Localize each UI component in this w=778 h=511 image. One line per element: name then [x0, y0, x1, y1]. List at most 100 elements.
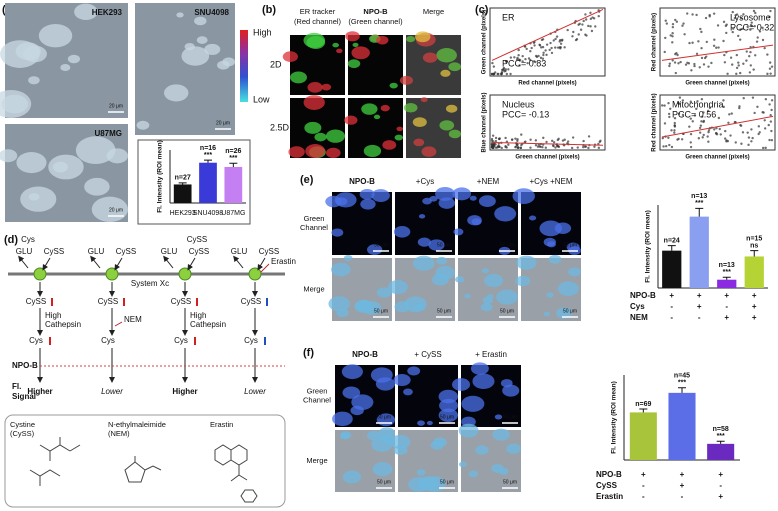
scatter-dot [587, 24, 590, 28]
cell [494, 206, 517, 222]
scatter-dot [739, 124, 743, 127]
label: Fl. [12, 382, 21, 391]
transporter [33, 267, 47, 281]
scatter-dot [753, 111, 756, 115]
cell [306, 36, 326, 49]
scatter-dot [770, 129, 773, 133]
scale-bar-label: 20 μm [109, 207, 123, 213]
scatter-dot [561, 38, 564, 42]
scatter-dot [589, 25, 592, 28]
treatment-mark: + [752, 313, 757, 322]
pcc-label: PCC= 0.32 [730, 22, 774, 32]
scatter-dot [752, 9, 756, 13]
column-header: NPO-B [363, 7, 388, 16]
scatter-dot [563, 138, 566, 141]
treatment-mark: + [724, 313, 729, 322]
x-tick-label: SNU4098 [193, 210, 223, 217]
x-axis-label: Green channel (pixels) [685, 155, 749, 161]
scatter-dot [582, 19, 585, 23]
structure [29, 437, 81, 486]
scatter-dot [678, 96, 682, 99]
scale-bar-label: 20 μm [109, 103, 123, 109]
cell [387, 280, 408, 295]
column-header: +Cys +NEM [529, 177, 572, 186]
colorbar [240, 30, 248, 102]
scatter-dot [698, 126, 702, 130]
treatment-mark: + [752, 302, 757, 311]
scatter-dot [722, 99, 725, 102]
cell [516, 255, 537, 270]
treatment-name: NPO-B [596, 470, 622, 479]
scatter-dot [572, 30, 575, 34]
treatment-mark: + [697, 291, 702, 300]
plot-frame [489, 94, 606, 151]
cell [325, 195, 342, 208]
scatter-dot [757, 132, 760, 136]
cell [415, 31, 431, 43]
panel-label: (b) [262, 4, 276, 16]
scatter-dot [749, 50, 752, 54]
scatter-dot [491, 134, 495, 137]
micrograph [135, 3, 235, 135]
cell [557, 281, 579, 297]
line [187, 257, 196, 271]
cell [435, 265, 455, 280]
scatter-dot [705, 40, 709, 44]
scatter-dot [490, 137, 494, 141]
structure [124, 456, 162, 483]
cell [217, 60, 230, 70]
panel-label: (f) [303, 347, 314, 359]
scatter-dot [695, 107, 698, 111]
cell [546, 292, 554, 298]
y-axis-label: Red channel (pixels) [652, 93, 658, 151]
scatter-dot [524, 140, 527, 143]
scatter-dot [719, 133, 722, 136]
cell [407, 366, 421, 376]
label: Cys [174, 336, 188, 345]
bar [744, 256, 764, 288]
signal-label: Higher [172, 387, 197, 396]
scatter-dot [739, 71, 742, 75]
cell [362, 301, 382, 315]
plot-name: ER [502, 12, 515, 22]
bar [662, 250, 682, 288]
scatter-dot [544, 146, 548, 149]
column-header: ER tracker [300, 7, 336, 16]
cell [136, 120, 150, 130]
cell [74, 3, 98, 21]
scatter-dot [664, 19, 667, 22]
scatter-dot [559, 38, 562, 42]
line [163, 255, 174, 269]
structure [214, 444, 258, 503]
cell [303, 95, 325, 110]
scatter-dot [552, 141, 556, 144]
scatter-dot [677, 62, 680, 65]
cell [376, 35, 389, 45]
pcc-label: PCC= 0.83 [502, 58, 546, 68]
scatter-dot [770, 65, 774, 68]
scatter-dot [504, 136, 507, 140]
treatment-mark: - [670, 313, 673, 322]
scatter-dot [554, 146, 557, 149]
line [661, 44, 774, 61]
scatter-dot [555, 35, 559, 38]
label: CySS [171, 297, 191, 306]
scatter-dot [682, 22, 685, 25]
image-title: U87MG [94, 129, 122, 138]
error-bar [678, 387, 686, 393]
error-bar [667, 245, 676, 251]
cell [181, 46, 210, 66]
plot-name: Mitochondria [672, 99, 724, 109]
label: CySS [44, 247, 64, 256]
scatter-dot [576, 146, 579, 149]
scatter-dot [710, 61, 713, 65]
scatter-dot [758, 30, 762, 33]
scatter-dot [541, 145, 544, 149]
scatter-dot [516, 143, 519, 146]
scatter-dot [534, 139, 538, 142]
cell [451, 378, 471, 391]
cell [194, 16, 207, 26]
line [260, 263, 270, 273]
cell [543, 311, 550, 317]
image-title: SNU4098 [194, 8, 229, 17]
